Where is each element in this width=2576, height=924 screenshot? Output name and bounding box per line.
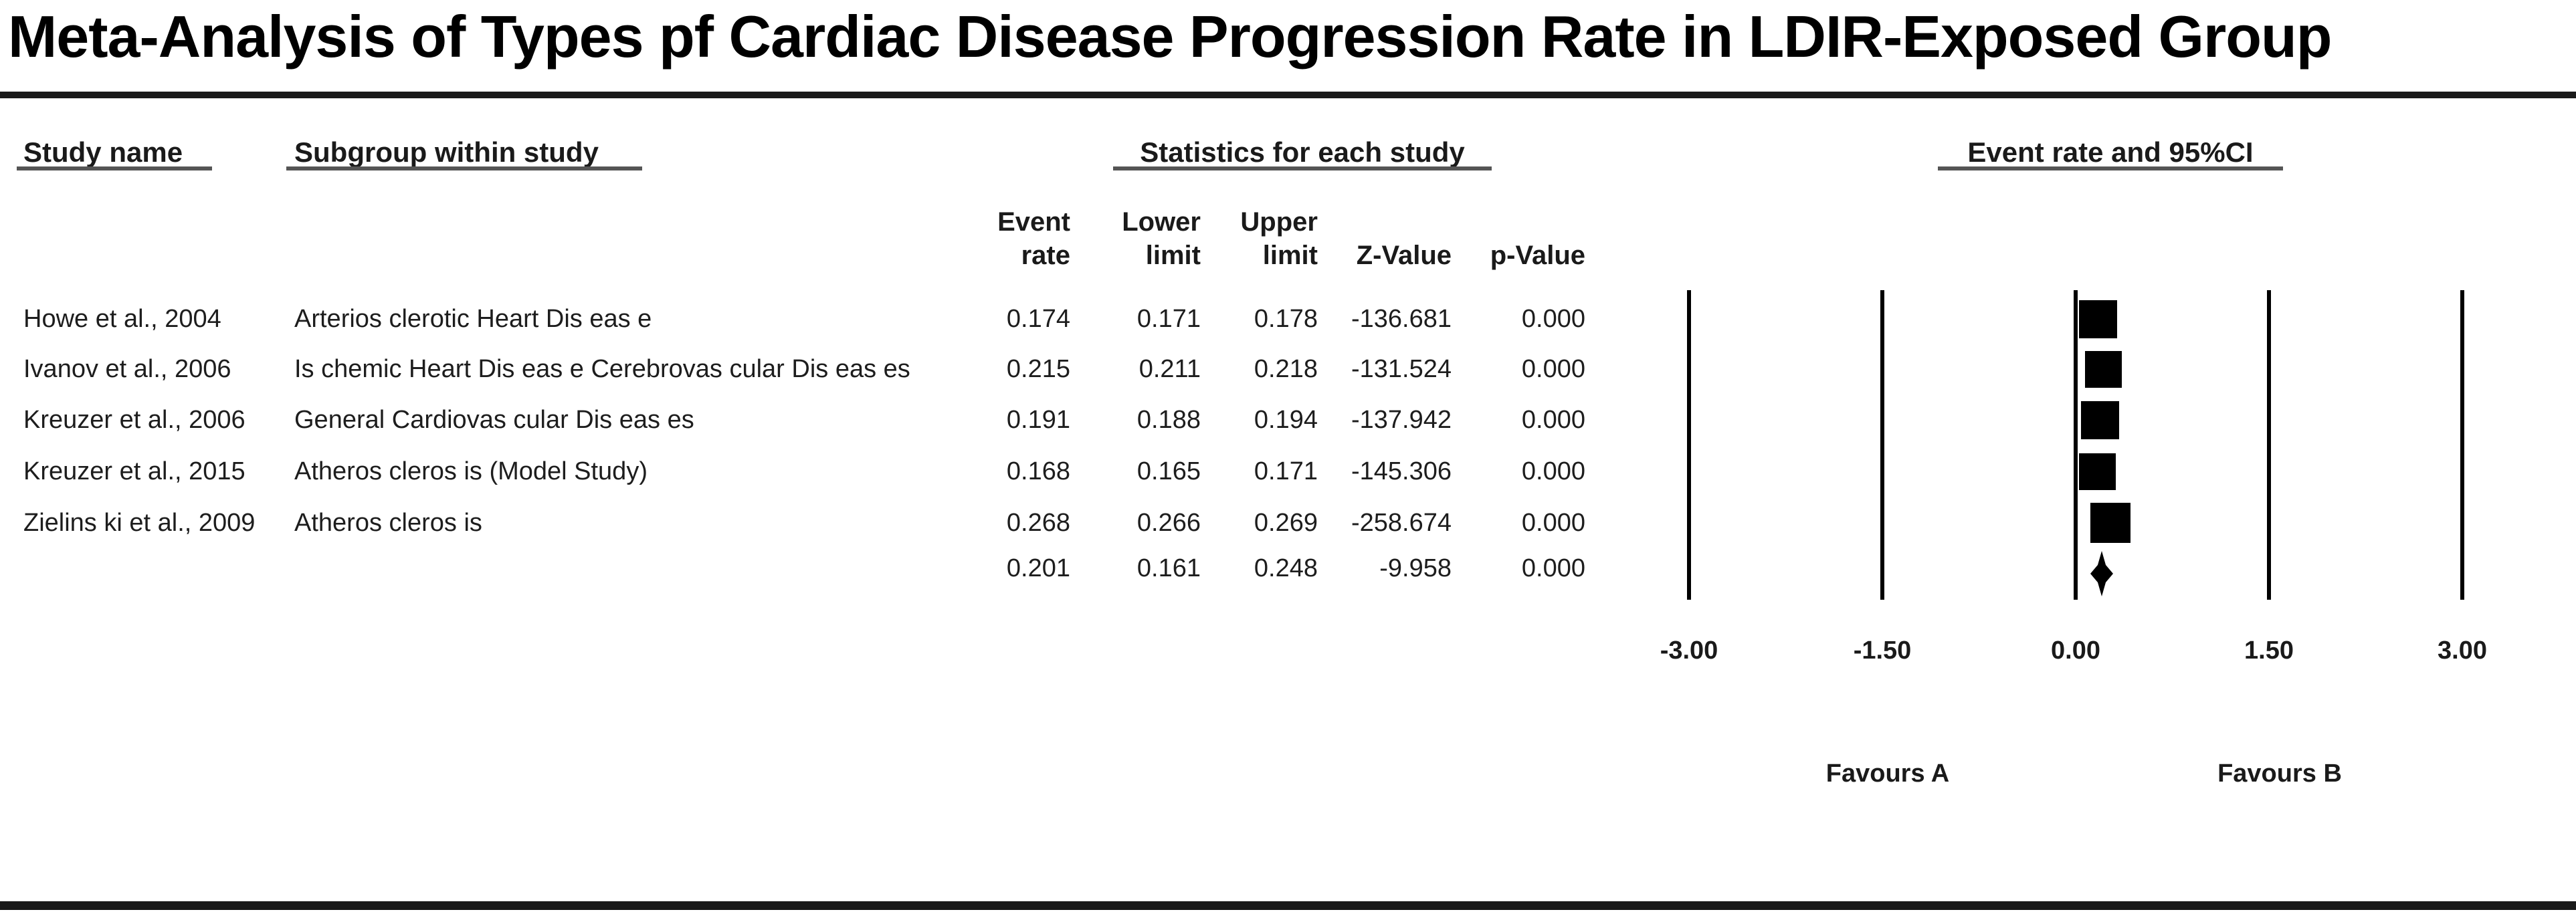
- favours-a-label: Favours A: [1825, 760, 1950, 788]
- subheader-lower-limit: limit: [1145, 241, 1201, 270]
- page-title: Meta-Analysis of Types pf Cardiac Diseas…: [8, 3, 2332, 70]
- axis-tick-minus-1-5: -1.50: [1853, 637, 1912, 665]
- subgroup-cell: Atheros cleros is: [294, 509, 482, 537]
- p-value-cell: 0.000: [1521, 457, 1585, 485]
- upper-limit-cell: 0.248: [1254, 554, 1318, 582]
- lower-limit-cell: 0.188: [1136, 406, 1201, 434]
- study-name-cell: Kreuzer et al., 2006: [23, 406, 245, 434]
- lower-limit-cell: 0.211: [1138, 355, 1201, 383]
- axis-gridline: [2074, 290, 2078, 600]
- subheader-upper: Upper: [1240, 207, 1318, 237]
- subheader-rate: rate: [1021, 241, 1070, 270]
- event-rate-ci-underline: [1938, 166, 2283, 170]
- p-value-cell: 0.000: [1521, 406, 1585, 434]
- upper-limit-cell: 0.269: [1254, 509, 1318, 537]
- p-value-cell: 0.000: [1521, 355, 1585, 383]
- effect-size-square: [2084, 350, 2122, 388]
- study-name-underline: [17, 166, 212, 170]
- event-rate-cell: 0.201: [1006, 554, 1070, 582]
- lower-limit-cell: 0.161: [1136, 554, 1201, 582]
- axis-tick-1-5: 1.50: [2244, 637, 2294, 665]
- effect-size-square: [2079, 300, 2118, 338]
- subgroup-cell: General Cardiovas cular Dis eas es: [294, 406, 694, 434]
- effect-size-square: [2090, 503, 2131, 543]
- axis-gridline: [1686, 290, 1691, 600]
- study-name-cell: Zielins ki et al., 2009: [23, 509, 256, 537]
- event-rate-cell: 0.268: [1006, 509, 1070, 537]
- upper-limit-cell: 0.178: [1254, 305, 1318, 333]
- subgroup-cell: Is chemic Heart Dis eas e Cerebrovas cul…: [294, 355, 910, 383]
- favours-b-label: Favours B: [2217, 760, 2342, 788]
- axis-gridline: [2267, 290, 2271, 600]
- subheader-p-value: p-Value: [1490, 241, 1585, 270]
- p-value-cell: 0.000: [1521, 509, 1585, 537]
- z-value-cell: -136.681: [1351, 305, 1452, 333]
- bottom-divider: [0, 901, 2576, 910]
- event-rate-cell: 0.191: [1006, 406, 1070, 434]
- upper-limit-cell: 0.218: [1254, 355, 1318, 383]
- subheader-z-value: Z-Value: [1356, 241, 1452, 270]
- p-value-cell: 0.000: [1521, 305, 1585, 333]
- z-value-cell: -258.674: [1351, 509, 1452, 537]
- column-header-statistics: Statistics for each study: [1140, 136, 1465, 168]
- event-rate-cell: 0.215: [1006, 355, 1070, 383]
- upper-limit-cell: 0.171: [1254, 457, 1318, 485]
- upper-limit-cell: 0.194: [1254, 406, 1318, 434]
- statistics-underline: [1113, 166, 1492, 170]
- p-value-cell: 0.000: [1521, 554, 1585, 582]
- effect-size-square: [2078, 453, 2116, 490]
- lower-limit-cell: 0.266: [1136, 509, 1201, 537]
- event-rate-cell: 0.168: [1006, 457, 1070, 485]
- z-value-cell: -131.524: [1351, 355, 1452, 383]
- subgroup-cell: Arterios clerotic Heart Dis eas e: [294, 305, 652, 333]
- column-header-event-rate-ci: Event rate and 95%CI: [1967, 136, 2254, 168]
- title-divider: [0, 92, 2576, 98]
- axis-tick-zero: 0.00: [2051, 637, 2100, 665]
- lower-limit-cell: 0.171: [1136, 305, 1201, 333]
- summary-diamond-icon: [2090, 551, 2113, 596]
- axis-gridline: [1880, 290, 1884, 600]
- subgroup-underline: [286, 166, 642, 170]
- lower-limit-cell: 0.165: [1136, 457, 1201, 485]
- subheader-event: Event: [997, 207, 1070, 237]
- column-header-study-name: Study name: [23, 136, 183, 168]
- subgroup-cell: Atheros cleros is (Model Study): [294, 457, 648, 485]
- study-name-cell: Ivanov et al., 2006: [23, 355, 231, 383]
- z-value-cell: -137.942: [1351, 406, 1452, 434]
- axis-gridline: [2460, 290, 2464, 600]
- study-name-cell: Kreuzer et al., 2015: [23, 457, 245, 485]
- study-name-cell: Howe et al., 2004: [23, 305, 221, 333]
- axis-tick-minus-3: -3.00: [1660, 637, 1718, 665]
- subheader-lower: Lower: [1122, 207, 1201, 237]
- event-rate-cell: 0.174: [1006, 305, 1070, 333]
- z-value-cell: -9.958: [1379, 554, 1452, 582]
- effect-size-square: [2081, 400, 2120, 439]
- axis-tick-3: 3.00: [2438, 637, 2487, 665]
- column-header-subgroup: Subgroup within study: [294, 136, 599, 168]
- subheader-upper-limit: limit: [1262, 241, 1318, 270]
- z-value-cell: -145.306: [1351, 457, 1452, 485]
